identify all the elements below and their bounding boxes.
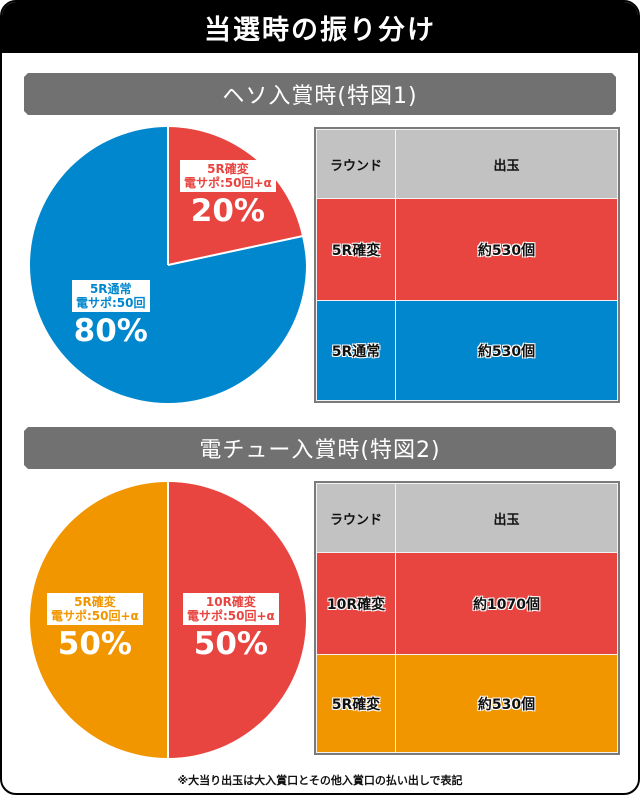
slice-label-10r-kakuhen: 10R確変 電サポ:50回+α 50% — [183, 593, 279, 661]
table-header-row: ラウンド 出玉 — [316, 483, 618, 553]
cell-round: 5R通常 — [316, 300, 396, 401]
slice-round: 5R確変 — [74, 595, 116, 609]
column-header-payout: 出玉 — [395, 129, 618, 199]
table-row: 5R通常 約530個 — [316, 300, 618, 401]
slice-percent: 50% — [57, 626, 132, 662]
slice-percent: 80% — [73, 313, 148, 349]
cell-payout: 約530個 — [395, 654, 618, 753]
cell-payout: 約1070個 — [395, 552, 618, 655]
slice-label-box: 5R確変 電サポ:50回+α — [180, 160, 276, 192]
slice-round: 10R確変 — [205, 595, 256, 609]
slice-densapo: 電サポ:50回+α — [184, 176, 272, 190]
cell-round: 10R確変 — [316, 552, 396, 655]
slice-label-box: 10R確変 電サポ:50回+α — [183, 593, 279, 625]
cell-payout: 約530個 — [395, 198, 618, 301]
cell-round: 5R確変 — [316, 654, 396, 753]
column-header-round: ラウンド — [316, 483, 396, 553]
slice-round: 5R通常 — [89, 282, 132, 296]
slice-densapo: 電サポ:50回+α — [187, 609, 275, 623]
slice-percent: 20% — [190, 193, 265, 229]
section-header-heso: ヘソ入賞時(特図1) — [24, 73, 616, 115]
slice-percent: 50% — [193, 626, 268, 662]
payout-table-heso: ラウンド 出玉 5R確変 約530個 5R通常 約530個 — [314, 127, 620, 403]
cell-payout: 約530個 — [395, 300, 618, 401]
table-header-row: ラウンド 出玉 — [316, 129, 618, 199]
slice-label-5r-kakuhen: 5R確変 電サポ:50回+α 50% — [47, 593, 143, 661]
payout-table-denchu: ラウンド 出玉 10R確変 約1070個 5R確変 約530個 — [314, 481, 620, 755]
table-row: 5R確変 約530個 — [316, 198, 618, 301]
column-header-round: ラウンド — [316, 129, 396, 199]
slice-round: 5R確変 — [207, 162, 249, 176]
table-row: 10R確変 約1070個 — [316, 552, 618, 655]
slice-densapo: 電サポ:50回+α — [51, 609, 139, 623]
section-header-denchu: 電チュー入賞時(特図2) — [24, 427, 616, 469]
page-title: 当選時の振り分け — [2, 2, 638, 53]
table-row: 5R確変 約530個 — [316, 654, 618, 753]
slice-label-box: 5R確変 電サポ:50回+α — [47, 593, 143, 625]
slice-densapo: 電サポ:50回 — [76, 296, 146, 310]
slice-label-5r-kakuhen: 5R確変 電サポ:50回+α 20% — [180, 160, 276, 228]
cell-round: 5R確変 — [316, 198, 396, 301]
footnote: ※大当り出玉は大入賞口とその他入賞口の払い出しで表記 — [177, 774, 463, 787]
column-header-payout: 出玉 — [395, 483, 618, 553]
slice-label-box: 5R通常 電サポ:50回 — [72, 280, 150, 312]
slice-label-5r-normal: 5R通常 電サポ:50回 80% — [72, 280, 150, 348]
